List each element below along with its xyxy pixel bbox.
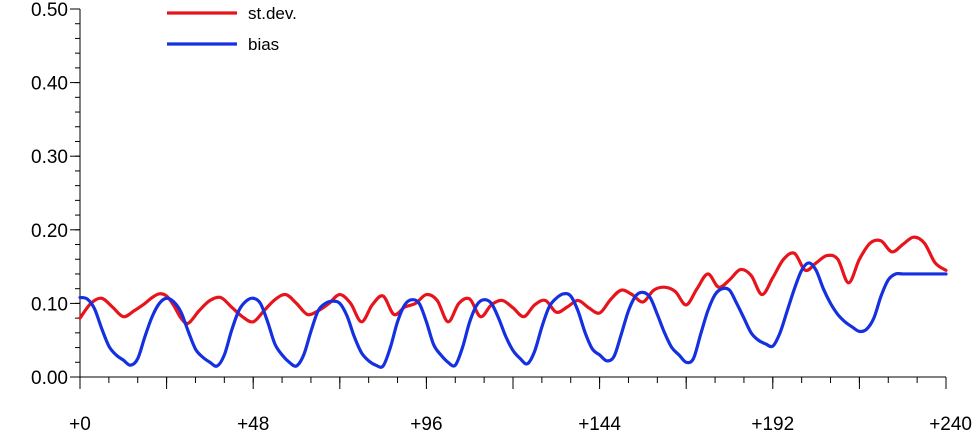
y-tick-label: 0.40: [31, 74, 68, 95]
x-tick-label: +48: [237, 414, 269, 431]
x-tick-label: +144: [578, 414, 621, 431]
series-layer: [78, 235, 948, 369]
y-tick-label: 0.10: [31, 294, 68, 315]
legend-label-bias: bias: [248, 35, 279, 54]
series-line-st-dev: [78, 235, 948, 326]
legend-label-st-dev: st.dev.: [248, 4, 297, 23]
x-tick-label: +192: [751, 414, 794, 431]
y-tick-label: 0.50: [31, 0, 68, 21]
y-tick-label: 0.30: [31, 147, 68, 168]
y-tick-label: 0.00: [31, 368, 68, 389]
series-line-bias: [78, 261, 948, 369]
y-tick-label: 0.20: [31, 221, 68, 242]
x-tick-label: +96: [410, 414, 442, 431]
legend: st.dev. bias: [167, 4, 297, 54]
axes: 0.00 0.10 0.20 0.30 0.40 0.50 +0 +48 +96 +144 +192…: [31, 0, 972, 431]
x-tick-label: +240: [929, 414, 972, 431]
x-tick-label: +0: [69, 414, 91, 431]
